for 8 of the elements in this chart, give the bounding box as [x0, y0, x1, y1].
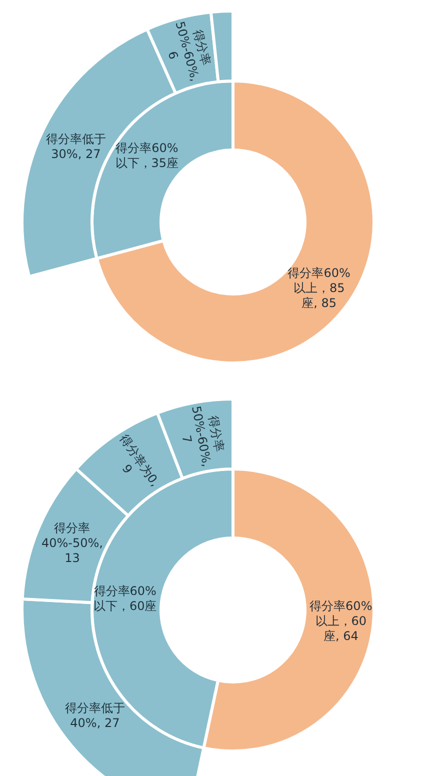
slice-label: 得分率50%-60%, 7: [178, 404, 228, 470]
slice-label: 得分率60%以下，35座: [114, 140, 179, 171]
slice-label: 得分率低于40%, 27: [64, 700, 126, 731]
slice-label: 得分率60%以上，85座, 85: [287, 266, 352, 311]
slice-label: 得分率为0, 9: [116, 430, 164, 491]
slice-label: 得分率60%以上，60座, 64: [308, 598, 373, 644]
slice-label: 得分率低于30%, 27: [44, 132, 107, 162]
slice-label: 得分率40%-50%, 13: [40, 520, 104, 566]
